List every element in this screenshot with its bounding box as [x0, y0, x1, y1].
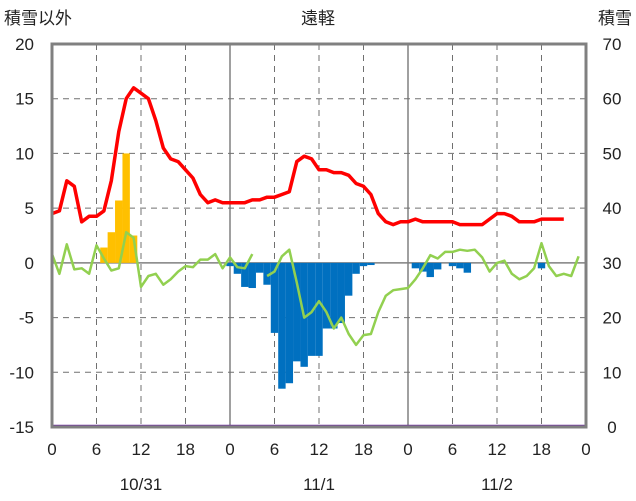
x-tick-label: 12: [132, 440, 151, 459]
negative-bar: [337, 262, 345, 324]
x-tick-label: 18: [176, 440, 195, 459]
negative-bar: [411, 262, 420, 269]
temperature-line: [266, 241, 580, 347]
negative-bar: [285, 262, 294, 384]
left-tick-label: -15: [9, 418, 34, 437]
snowfall-bar: [115, 200, 123, 263]
negative-bar: [433, 262, 442, 270]
negative-bar: [463, 262, 472, 273]
date-label: 11/2: [481, 475, 513, 494]
x-tick-label: 0: [225, 440, 234, 459]
x-tick-label: 12: [488, 440, 507, 459]
right-axis-label: 積雪: [598, 9, 632, 29]
left-tick-label: 0: [25, 254, 34, 273]
negative-bar: [344, 262, 353, 296]
left-tick-label: 10: [15, 144, 34, 163]
right-tick-label: 20: [603, 309, 622, 328]
negative-bar: [263, 262, 271, 285]
x-tick-label: 12: [310, 440, 329, 459]
left-tick-label: 5: [25, 199, 34, 218]
x-tick-label: 18: [532, 440, 551, 459]
negative-bar: [278, 262, 286, 389]
temperature-line: [50, 230, 254, 289]
right-tick-label: 50: [603, 144, 622, 163]
snowfall-bar: [100, 247, 108, 263]
negative-bar: [448, 262, 457, 267]
negative-bar: [352, 262, 360, 274]
negative-bar: [293, 262, 301, 362]
date-label: 11/1: [303, 475, 335, 494]
right-tick-label: 60: [603, 90, 622, 109]
negative-bar: [226, 262, 234, 267]
right-tick-label: 0: [607, 418, 616, 437]
right-axis-ticks: 70 60 50 40 30 20 10 0: [603, 35, 622, 437]
negative-bar: [307, 262, 316, 356]
left-tick-label: 15: [15, 90, 34, 109]
left-tick-label: 20: [15, 35, 34, 54]
right-tick-label: 10: [603, 363, 622, 382]
negative-bar: [537, 262, 546, 269]
negative-bar: [255, 262, 264, 273]
negative-bar: [426, 262, 434, 278]
date-labels: 10/31 11/1 11/2: [120, 475, 513, 494]
x-tick-label: 6: [270, 440, 279, 459]
left-tick-label: -5: [19, 309, 34, 328]
negative-bar: [248, 262, 256, 289]
right-tick-label: 30: [603, 254, 622, 273]
left-axis-label: 積雪以外: [4, 9, 72, 29]
left-tick-label: -10: [9, 363, 34, 382]
snowfall-bar: [129, 235, 138, 263]
negative-bar: [359, 262, 368, 267]
right-tick-label: 40: [603, 199, 622, 218]
grid-lines: [52, 44, 586, 427]
left-axis-ticks: 20 15 10 5 0 -5 -10 -15: [9, 35, 34, 437]
chart-title: 遠軽: [301, 9, 335, 29]
snow-depth-line: [51, 86, 564, 227]
right-tick-label: 70: [603, 35, 622, 54]
x-tick-label: 0: [403, 440, 412, 459]
x-tick-label: 18: [354, 440, 373, 459]
negative-bar: [241, 262, 249, 287]
x-tick-label: 0: [581, 440, 590, 459]
negative-bar: [322, 262, 331, 329]
snowfall-bar: [122, 153, 130, 263]
x-tick-label: 6: [92, 440, 101, 459]
bar-series: [100, 153, 546, 389]
negative-bar: [315, 262, 323, 356]
x-tick-label: 0: [47, 440, 56, 459]
negative-bar: [330, 262, 338, 329]
x-tick-label: 6: [448, 440, 457, 459]
snowfall-bar: [107, 232, 116, 263]
x-axis-ticks: 0 6 12 18 0 6 12 18 0 6 12 18 0: [47, 440, 590, 459]
negative-bar: [270, 262, 279, 333]
date-label: 10/31: [120, 475, 163, 494]
plot-frame: [50, 42, 588, 429]
negative-bar: [367, 262, 375, 266]
negative-bar: [456, 262, 464, 269]
